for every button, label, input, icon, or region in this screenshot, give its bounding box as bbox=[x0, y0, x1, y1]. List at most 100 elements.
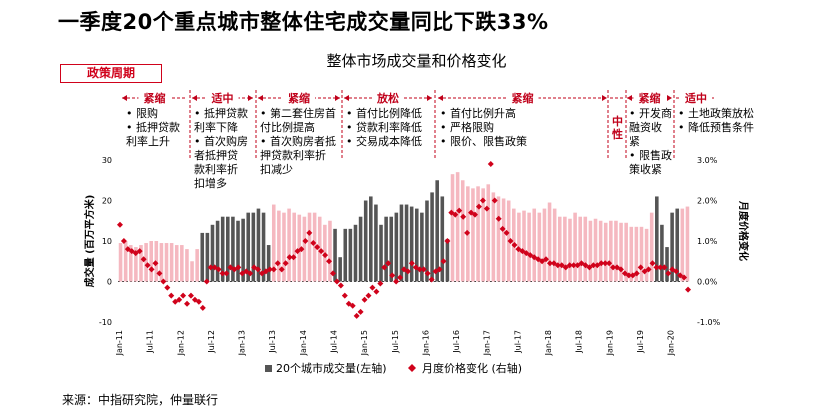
volume-bar bbox=[307, 212, 312, 282]
volume-bar bbox=[624, 222, 628, 282]
price-point bbox=[436, 266, 443, 273]
volume-bar bbox=[374, 204, 378, 282]
y-tick-right: 0.0% bbox=[697, 278, 718, 287]
period-arrow-head bbox=[335, 95, 340, 101]
price-point bbox=[479, 197, 486, 204]
period-arrow-head bbox=[438, 95, 443, 101]
period-text: 扣减少 bbox=[260, 162, 293, 176]
period-label-bg bbox=[138, 90, 171, 105]
period-text: • 开发商 bbox=[629, 106, 672, 120]
volume-bar bbox=[542, 208, 547, 282]
period-label-bg bbox=[506, 90, 539, 105]
price-point bbox=[187, 292, 194, 299]
period-text: • 首付比例升高 bbox=[440, 106, 516, 120]
price-point bbox=[203, 278, 210, 285]
y-tick-left: -10 bbox=[99, 318, 112, 327]
period-arrow-head bbox=[248, 95, 253, 101]
price-point bbox=[116, 221, 123, 228]
volume-bar bbox=[205, 232, 210, 282]
policy-cycle-label: 政策周期 bbox=[60, 64, 162, 83]
price-point bbox=[164, 284, 171, 291]
period-text: 紧 bbox=[629, 135, 640, 148]
volume-bar bbox=[144, 243, 148, 282]
price-point bbox=[357, 308, 364, 315]
price-point bbox=[487, 161, 494, 168]
volume-bar bbox=[149, 241, 153, 282]
period-text: • 降低预售条件 bbox=[678, 120, 754, 134]
volume-bar bbox=[471, 188, 475, 282]
volume-bar bbox=[251, 212, 256, 282]
volume-bar bbox=[588, 220, 593, 282]
volume-bar bbox=[644, 228, 649, 282]
volume-bar bbox=[261, 212, 266, 282]
price-point bbox=[460, 213, 467, 220]
volume-bar bbox=[134, 247, 138, 282]
period-text: • 贷款利率降低 bbox=[346, 120, 422, 134]
price-point bbox=[302, 238, 309, 244]
volume-bar bbox=[573, 212, 577, 282]
price-point bbox=[661, 264, 668, 271]
price-point bbox=[625, 272, 632, 279]
x-tick-label: Jan-13 bbox=[238, 330, 247, 356]
price-point bbox=[148, 266, 155, 273]
period-text: 利率上升 bbox=[126, 134, 170, 148]
volume-bar bbox=[215, 220, 220, 282]
legend-label-price: 月度价格变化 (右轴) bbox=[422, 361, 522, 375]
period-label-bg bbox=[372, 90, 404, 105]
price-point bbox=[373, 288, 380, 295]
price-point bbox=[314, 244, 321, 251]
price-point bbox=[546, 260, 553, 267]
price-point bbox=[598, 260, 605, 267]
price-point bbox=[408, 260, 415, 267]
price-point bbox=[168, 292, 175, 299]
period-arrow-head bbox=[122, 95, 127, 101]
price-point bbox=[653, 264, 660, 271]
price-point bbox=[215, 266, 222, 273]
volume-bar bbox=[195, 249, 199, 282]
period-text: • 抵押贷款 bbox=[194, 106, 248, 120]
price-point bbox=[219, 270, 226, 277]
volume-bar bbox=[414, 208, 419, 282]
volume-bar bbox=[665, 247, 669, 282]
volume-bar bbox=[287, 208, 291, 282]
period-text: 利率下降 bbox=[194, 120, 238, 134]
price-point bbox=[140, 256, 147, 263]
volume-bar bbox=[164, 243, 169, 282]
period-heading: 紧缩 bbox=[639, 91, 661, 105]
volume-bar bbox=[333, 228, 337, 282]
y-tick-right: 2.0% bbox=[697, 197, 718, 206]
price-point bbox=[326, 258, 333, 265]
price-point bbox=[428, 276, 435, 283]
period-text: 付比例提高 bbox=[260, 120, 315, 134]
period-arrow-head bbox=[667, 95, 672, 101]
price-point bbox=[503, 229, 510, 236]
volume-bar bbox=[384, 216, 388, 282]
volume-bar bbox=[455, 172, 460, 282]
period-arrow-head bbox=[602, 95, 607, 101]
legend-swatch-price bbox=[408, 364, 416, 372]
volume-bar bbox=[603, 222, 608, 282]
volume-bar bbox=[670, 212, 674, 282]
volume-bar bbox=[353, 224, 358, 282]
volume-bar bbox=[655, 196, 659, 282]
price-point bbox=[606, 260, 613, 267]
price-point bbox=[610, 264, 617, 271]
volume-bar bbox=[317, 216, 322, 282]
period-text: • 第二套住房首 bbox=[260, 106, 336, 120]
volume-bar bbox=[282, 212, 286, 282]
price-point bbox=[156, 270, 163, 277]
period-arrow-head bbox=[258, 95, 263, 101]
x-tick-label: Jul-18 bbox=[575, 330, 584, 354]
price-point bbox=[456, 207, 463, 214]
volume-bar bbox=[675, 208, 680, 282]
price-point bbox=[393, 278, 400, 285]
period-arrow-head bbox=[344, 95, 349, 101]
volume-bar bbox=[266, 245, 271, 282]
price-point bbox=[673, 268, 680, 275]
price-point bbox=[633, 270, 640, 277]
price-point bbox=[590, 262, 597, 269]
volume-bar bbox=[649, 212, 654, 282]
price-point bbox=[554, 262, 561, 269]
price-point bbox=[223, 270, 230, 277]
